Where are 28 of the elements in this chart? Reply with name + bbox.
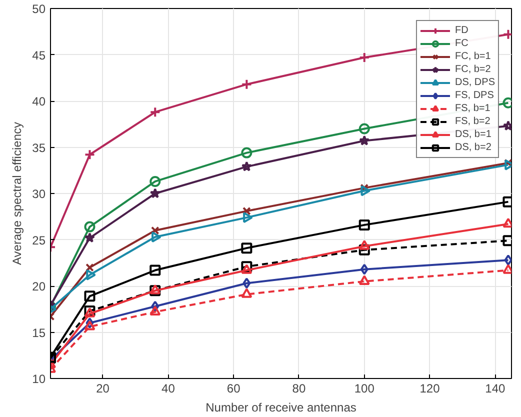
legend-label: DS, DPS — [454, 76, 495, 89]
x-tick-label: 120 — [420, 382, 440, 396]
y-tick-label: 30 — [32, 187, 46, 201]
legend-label: FS, b=2 — [454, 115, 490, 128]
y-tick-label: 25 — [32, 233, 46, 248]
y-tick-label: 10 — [32, 372, 46, 386]
legend-label: FC, b=1 — [454, 50, 491, 63]
legend-label: FC, b=2 — [454, 63, 491, 76]
y-tick-label: 45 — [32, 48, 46, 62]
y-tick-label: 50 — [32, 2, 46, 16]
x-tick-label: 40 — [162, 382, 176, 396]
legend-label: FS, b=1 — [454, 102, 490, 115]
x-tick-label: 140 — [485, 382, 506, 396]
legend-label: DS, b=2 — [454, 141, 492, 154]
legend-label: FC — [454, 37, 470, 50]
x-tick-label: 80 — [292, 382, 306, 396]
y-tick-label: 15 — [32, 326, 46, 340]
y-tick-label: 40 — [32, 94, 46, 108]
legend-label: DS, b=1 — [454, 128, 492, 141]
x-tick-label: 100 — [354, 382, 375, 396]
legend-label: FS, DPS — [454, 89, 494, 102]
y-tick-label: 35 — [32, 140, 46, 155]
y-tick-label: 20 — [32, 280, 46, 294]
x-tick-label: 20 — [96, 382, 110, 396]
legend-label: FD — [454, 24, 470, 37]
y-axis-title: Average spectral efficiency — [10, 122, 24, 265]
x-tick-label: 60 — [226, 382, 241, 396]
x-axis-title: Number of receive antennas — [206, 400, 356, 414]
